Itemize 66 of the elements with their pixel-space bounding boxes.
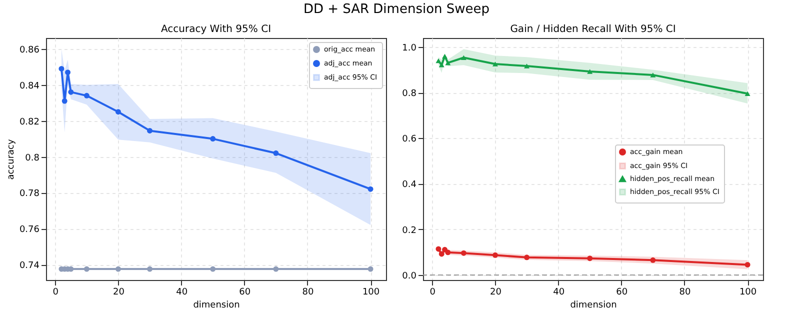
point bbox=[84, 92, 90, 98]
point bbox=[84, 266, 90, 272]
point bbox=[273, 266, 279, 272]
point bbox=[273, 150, 279, 156]
y-tick-label: 1.0 bbox=[402, 43, 417, 54]
x-tick-label: 0 bbox=[430, 288, 436, 298]
point bbox=[650, 72, 656, 78]
chart-title: Gain / Hidden Recall With 95% CI bbox=[510, 24, 676, 35]
x-tick-label: 40 bbox=[553, 288, 565, 298]
x-tick-label: 100 bbox=[362, 288, 380, 298]
point bbox=[445, 250, 451, 256]
x-tick-label: 60 bbox=[616, 288, 628, 298]
y-tick-label: 0.84 bbox=[19, 81, 40, 92]
point bbox=[368, 266, 374, 272]
point bbox=[68, 89, 74, 95]
point bbox=[587, 69, 593, 74]
y-tick-label: 0.0 bbox=[402, 271, 417, 282]
point bbox=[147, 128, 153, 134]
point bbox=[210, 136, 216, 142]
point bbox=[115, 266, 121, 272]
y-tick-label: 0.8 bbox=[402, 89, 417, 100]
point bbox=[744, 262, 750, 268]
x-tick-label: 60 bbox=[239, 288, 251, 298]
point bbox=[368, 186, 374, 192]
point bbox=[438, 251, 444, 257]
point bbox=[587, 256, 593, 262]
y-tick-label: 0.76 bbox=[19, 225, 40, 236]
x-tick-label: 20 bbox=[490, 288, 502, 298]
y-tick-label: 0.6 bbox=[402, 134, 417, 145]
point bbox=[436, 58, 442, 64]
point bbox=[436, 246, 442, 252]
point bbox=[62, 98, 68, 104]
point bbox=[744, 91, 750, 96]
point bbox=[524, 254, 530, 260]
point bbox=[650, 257, 656, 263]
point bbox=[445, 60, 451, 66]
point bbox=[460, 250, 466, 256]
x-tick-label: 80 bbox=[679, 288, 691, 298]
point bbox=[442, 54, 448, 59]
y-tick-label: 0.2 bbox=[402, 226, 416, 236]
chart-title: Accuracy With 95% CI bbox=[160, 24, 272, 35]
point bbox=[58, 66, 64, 72]
point bbox=[65, 70, 70, 76]
y-tick-label: 0.8 bbox=[25, 153, 40, 164]
y-tick-label: 0.74 bbox=[19, 261, 40, 272]
point bbox=[492, 62, 498, 66]
x-tick-label: 100 bbox=[739, 288, 757, 298]
x-axis-title: dimension bbox=[193, 300, 240, 310]
point bbox=[492, 252, 498, 258]
point bbox=[460, 55, 466, 60]
y-tick-label: 0.86 bbox=[19, 45, 40, 56]
point bbox=[115, 109, 121, 115]
x-tick-label: 0 bbox=[52, 288, 59, 298]
point bbox=[524, 64, 530, 68]
point bbox=[438, 62, 444, 68]
point bbox=[210, 266, 216, 272]
y-tick-label: 0.4 bbox=[402, 180, 417, 190]
y-tick-label: 0.82 bbox=[19, 117, 40, 128]
x-tick-label: 40 bbox=[176, 288, 188, 298]
x-tick-label: 80 bbox=[302, 288, 314, 298]
text: DD + SAR Dimension Sweep bbox=[302, 1, 491, 19]
x-tick-label: 20 bbox=[113, 288, 125, 298]
y-tick-label: 0.78 bbox=[19, 189, 40, 200]
y-axis-title: accuracy bbox=[6, 138, 16, 180]
point bbox=[147, 266, 153, 272]
x-axis-title: dimension bbox=[570, 300, 617, 310]
